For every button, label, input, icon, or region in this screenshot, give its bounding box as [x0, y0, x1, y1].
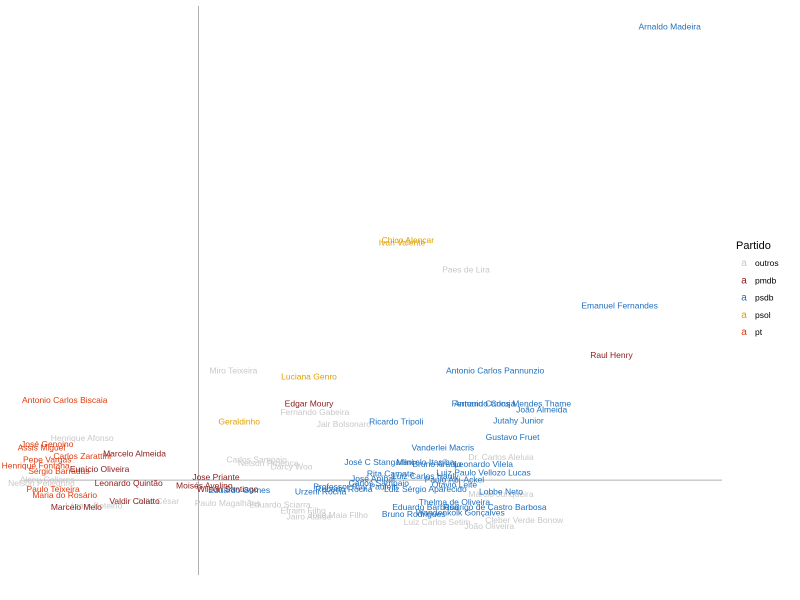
data-point-label: Efraim Filho: [281, 505, 327, 515]
data-point-label: Sérgio Barradas: [28, 466, 89, 476]
data-point-label: Fernando Gabeira: [280, 407, 349, 417]
data-point-label: Maria do Rosário: [32, 490, 97, 500]
data-point-label: Luiz Carlos Setim: [404, 517, 471, 527]
data-point-label: Luciana Genro: [281, 371, 337, 381]
data-labels: Paes de Lira Miro Teixeira Fernando Gabeir…: [2, 22, 701, 531]
data-point-label: Raul Henry: [590, 350, 633, 360]
data-point-label: João Oliveira: [465, 521, 515, 531]
data-point-label: Pepe Vargas: [23, 454, 72, 464]
data-point-label: Moisés Avelino: [176, 480, 233, 490]
data-point-label: Carlos Sampaio: [349, 478, 410, 488]
data-point-label: José C Stangarlini: [344, 457, 413, 467]
data-point-label: Darcy Woo: [271, 461, 313, 471]
data-point-label: Antonio Carlos Mendes Thame: [454, 399, 571, 409]
data-point-label: José Genoino: [21, 439, 74, 449]
data-point-label: Bruno Araújo: [412, 459, 461, 469]
legend-label: psdb: [755, 293, 774, 303]
data-point-label: Luiz Sérgio Aparecido: [384, 484, 467, 494]
legend-key: a: [741, 310, 747, 321]
data-point-label: Dr. Carlos Aleluia: [468, 452, 533, 462]
data-point-label: Márcio Junqueira: [468, 489, 533, 499]
legend-key: a: [741, 258, 747, 269]
data-point-label: Professor Ruy Pauletti: [313, 482, 398, 492]
data-point-label: Carlos Zarattini: [53, 451, 111, 461]
data-point-label: Wilson Santiago: [197, 484, 259, 494]
data-point-label: Leonardo Vilela: [454, 459, 513, 469]
data-point-label: Thelma de Oliveira: [419, 497, 491, 507]
data-point-label: Ricardo Tripoli: [369, 416, 423, 426]
axes: [24, 6, 722, 575]
data-point-label: Henrique Afonso: [51, 433, 114, 443]
data-point-label: Antonio Carlos Pannunzio: [446, 365, 545, 375]
data-point-label: Eunício Oliveira: [70, 464, 130, 474]
legend-label: pmdb: [755, 275, 777, 285]
data-point-label: José Aníbal: [351, 473, 395, 483]
data-point-label: Chico Alencar: [382, 235, 435, 245]
data-point-label: Henrique Fontana: [2, 460, 70, 470]
legend-label: psol: [755, 310, 771, 320]
data-point-label: Rodrigo de Castro Barbosa: [444, 502, 547, 512]
data-point-label: Edgar Moury: [285, 399, 334, 409]
data-point-label: Geraldinho: [218, 416, 260, 426]
data-point-label: Valdir Colatto: [109, 496, 160, 506]
data-point-label: Júlio César: [137, 496, 180, 506]
data-point-label: Paulo Teixeira: [26, 484, 80, 494]
data-point-label: Nelson Proença: [238, 458, 299, 468]
data-point-label: Luiz Paulo Vellozo Lucas: [436, 467, 531, 477]
data-point-label: Cleber Verde Bonow: [485, 515, 564, 525]
data-point-label: Jose Priante: [192, 472, 240, 482]
legend-title: Partido: [736, 240, 771, 252]
data-point-label: Paulo Abi-Ackel: [425, 475, 485, 485]
data-point-label: Marcelo Almeida: [103, 448, 166, 458]
data-point-label: Jair Bolsonaro: [317, 419, 372, 429]
data-point-label: Miro Teixeira: [209, 365, 257, 375]
legend-key: a: [741, 275, 747, 286]
data-point-label: Emanuel Fernandes: [581, 300, 658, 310]
data-point-label: Arnaldo Madeira: [638, 22, 701, 32]
data-point-label: Lázaro Botelho: [65, 501, 122, 511]
data-point-label: Ivan Valente: [379, 237, 426, 247]
data-point-label: Marcelo Melo: [51, 502, 102, 512]
data-point-label: Fernando Coruja: [452, 399, 516, 409]
data-point-label: Alceu Collares: [20, 475, 75, 485]
data-point-label: Eduardo Barbosa: [392, 502, 458, 512]
data-point-label: Jairo Ataíde: [287, 511, 332, 521]
legend-label: outros: [755, 258, 779, 268]
data-point-label: Rita Camata: [367, 469, 415, 479]
data-point-label: Gustavo Fruet: [486, 432, 540, 442]
data-point-label: Bruno Rodrigues: [382, 509, 446, 519]
data-point-label: Paulo Magalhães: [195, 498, 261, 508]
data-point-label: João Almeida: [516, 405, 567, 415]
data-point-label: Otavio Leite: [432, 479, 478, 489]
data-point-label: Jutahy Junior: [493, 415, 544, 425]
data-point-label: Lobbe Neto: [479, 486, 523, 496]
data-point-label: Nelson Pellegrino: [8, 478, 75, 488]
legend-key: a: [741, 327, 747, 338]
legend-label: pt: [755, 327, 763, 337]
data-point-label: Vanderlei Macris: [411, 443, 474, 453]
data-point-label: Carlos Sampaio: [226, 454, 287, 464]
data-point-label: Assis Miguel: [18, 443, 66, 453]
data-point-label: Eduardo Gomes: [208, 485, 270, 495]
data-point-label: Marcelo Itagiba: [396, 457, 454, 467]
legend-key: a: [741, 293, 747, 304]
data-point-label: Antonio Carlos Biscaia: [22, 395, 108, 405]
data-point-label: Roberto Rocha: [315, 484, 372, 494]
data-point-label: Leonardo Quintão: [95, 478, 163, 488]
data-point-label: Urzeni Rocha: [295, 486, 347, 496]
data-point-label: Paes de Lira: [442, 265, 490, 275]
data-point-label: José Maia Filho: [308, 510, 368, 520]
data-point-label: Eduardo Sciarra: [249, 499, 311, 509]
data-point-label: Wandenkolk Gonçalves: [416, 508, 505, 518]
data-point-label: Luiz Carlos Hauly: [392, 471, 459, 481]
